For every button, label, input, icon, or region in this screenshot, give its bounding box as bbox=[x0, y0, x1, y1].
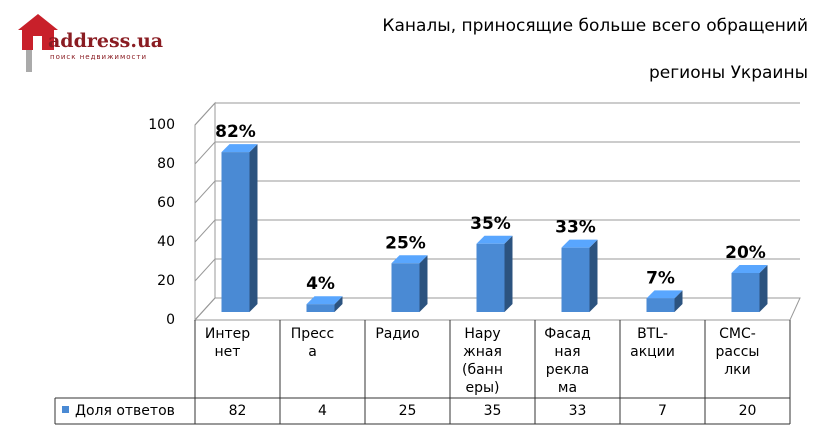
chart-title: Каналы, приносящие больше всего обращени… bbox=[382, 16, 808, 36]
bar bbox=[561, 247, 590, 312]
x-tick-label: еры) bbox=[465, 380, 499, 396]
table-value: 4 bbox=[318, 403, 327, 419]
logo-tagline: поиск недвижимости bbox=[50, 53, 147, 61]
data-label: 33% bbox=[555, 218, 596, 238]
table-value: 7 bbox=[658, 403, 667, 419]
x-tick-label: рассы bbox=[716, 344, 760, 360]
x-tick-label: рекла bbox=[546, 362, 589, 378]
bar-top bbox=[476, 235, 513, 244]
x-tick-label: Интер bbox=[205, 326, 250, 342]
x-tick-label: жная bbox=[463, 344, 502, 360]
bar bbox=[731, 273, 760, 312]
back-wall bbox=[194, 101, 216, 322]
x-tick-label: а bbox=[308, 344, 317, 360]
bar-side bbox=[504, 235, 513, 312]
x-tick-label: Радио bbox=[375, 326, 419, 342]
data-label: 4% bbox=[306, 274, 335, 294]
x-tick-label: СМС- bbox=[719, 326, 756, 342]
table-value: 33 bbox=[569, 403, 587, 419]
x-tick-label: Пресс bbox=[291, 326, 334, 342]
x-tick-label: ная bbox=[554, 344, 580, 360]
x-tick-label: Нару bbox=[464, 326, 500, 342]
chart-subtitle: регионы Украины bbox=[649, 63, 808, 83]
y-tick-label: 60 bbox=[157, 195, 175, 211]
bar bbox=[306, 304, 335, 312]
y-tick-label: 0 bbox=[166, 312, 175, 328]
bar bbox=[391, 263, 420, 312]
y-tick-label: 80 bbox=[157, 156, 175, 172]
bar-side bbox=[419, 255, 428, 312]
logo-text: address.ua bbox=[48, 30, 163, 52]
bar-side bbox=[759, 265, 768, 312]
y-tick-label: 20 bbox=[157, 273, 175, 289]
data-label: 35% bbox=[470, 214, 511, 234]
bar-side bbox=[589, 239, 598, 312]
data-label: 7% bbox=[646, 268, 675, 288]
x-tick-label: акции bbox=[630, 344, 675, 360]
grid-line bbox=[194, 219, 800, 243]
grid-line bbox=[194, 297, 800, 321]
x-tick-label: нет bbox=[215, 344, 241, 360]
grid-line bbox=[194, 180, 800, 204]
grid-line bbox=[194, 258, 800, 282]
x-tick-label: BTL- bbox=[637, 326, 668, 342]
x-tick-label: лки bbox=[724, 362, 751, 378]
bar-top bbox=[731, 265, 768, 273]
bar-side bbox=[249, 144, 258, 312]
table-value: 20 bbox=[739, 403, 757, 419]
bar-top bbox=[221, 144, 258, 153]
data-label: 82% bbox=[215, 122, 256, 142]
bar-top bbox=[306, 296, 343, 305]
x-tick-label: Фасад bbox=[544, 326, 591, 342]
bar bbox=[476, 243, 505, 312]
data-label: 25% bbox=[385, 233, 426, 253]
logo: address.ua поиск недвижимости bbox=[18, 14, 163, 72]
bar-side bbox=[334, 296, 343, 312]
table-value: 82 bbox=[229, 403, 247, 419]
logo-door bbox=[33, 36, 42, 50]
bar-top bbox=[391, 255, 428, 264]
legend-swatch bbox=[62, 406, 69, 413]
bar bbox=[646, 298, 675, 312]
bar-top bbox=[646, 290, 683, 299]
table-value: 25 bbox=[399, 403, 417, 419]
logo-house bbox=[18, 14, 58, 50]
data-label: 20% bbox=[725, 243, 766, 263]
bar-side bbox=[674, 290, 683, 312]
y-tick-label: 40 bbox=[157, 234, 175, 250]
grid-line bbox=[194, 141, 800, 165]
y-tick-label: 100 bbox=[148, 117, 175, 133]
legend-label: Доля ответов bbox=[75, 403, 175, 419]
grid-line bbox=[194, 102, 800, 126]
table-value: 35 bbox=[484, 403, 502, 419]
logo-key bbox=[26, 50, 32, 72]
x-tick-label: (банн bbox=[462, 362, 503, 378]
bar-top bbox=[561, 239, 598, 248]
x-tick-label: ма bbox=[558, 380, 577, 396]
bar bbox=[221, 152, 250, 312]
